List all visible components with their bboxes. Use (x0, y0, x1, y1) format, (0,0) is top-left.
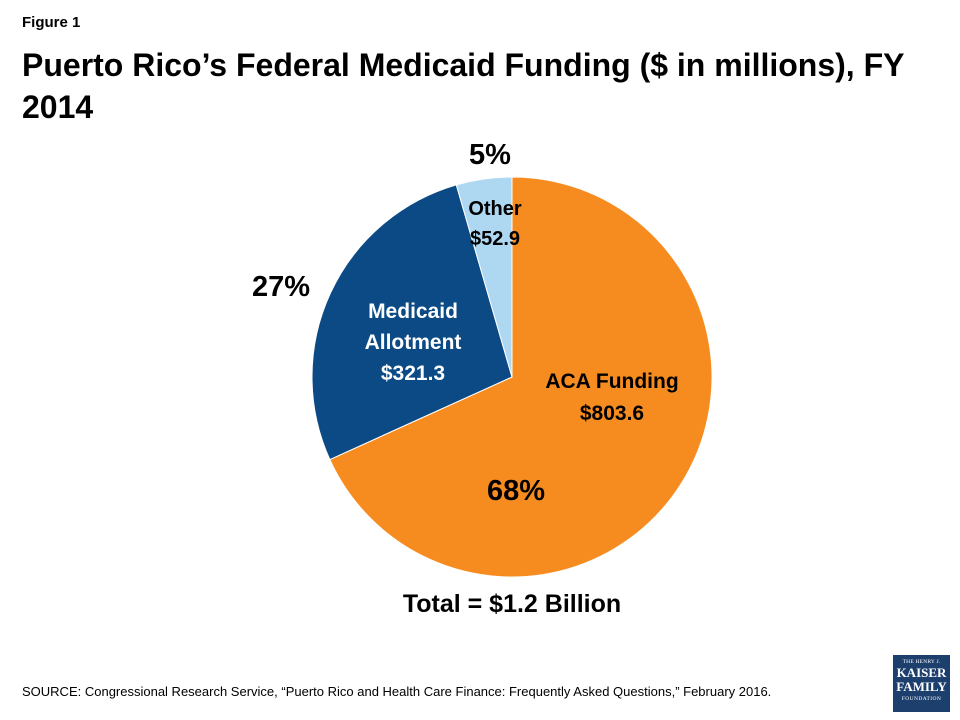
chart-title: Puerto Rico’s Federal Medicaid Funding (… (22, 47, 904, 125)
logo-line-3: FAMILY (896, 679, 947, 694)
logo-line-4: FOUNDATION (901, 696, 942, 702)
slice-percent-medicaid-allotment: 27% (252, 271, 310, 303)
figure-label: Figure 1 (22, 14, 81, 31)
pie-slice-medicaid-allotment (311, 184, 513, 461)
logo-line-1: THE HENRY J. (902, 659, 941, 665)
slice-label-other: Other $52.9 (468, 198, 522, 250)
slice-label-aca-funding: ACA Funding $803.6 (545, 370, 678, 425)
slice-percent-aca-funding: 68% (487, 475, 545, 507)
slice-label-medicaid-allotment: Medicaid Allotment $321.3 (365, 300, 462, 385)
logo-line-2: KAISER (896, 665, 947, 680)
source-note: SOURCE: Congressional Research Service, … (22, 684, 772, 699)
pie-slice-aca-funding (329, 176, 713, 578)
slice-percent-other: 5% (469, 139, 511, 171)
kff-logo: THE HENRY J. KAISER FAMILY FOUNDATION (893, 655, 950, 712)
total-label: Total = $1.2 Billion (402, 590, 622, 618)
pie-slice-other (455, 176, 513, 378)
